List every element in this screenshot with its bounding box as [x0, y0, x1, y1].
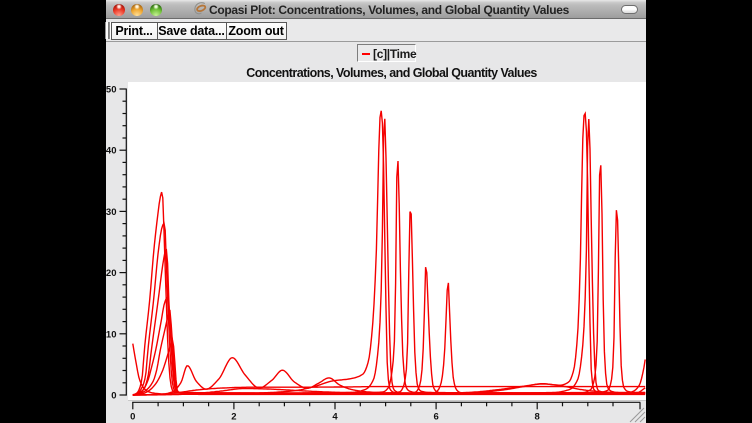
svg-text:4: 4 — [332, 412, 338, 423]
svg-text:2: 2 — [231, 412, 236, 423]
svg-text:50: 50 — [106, 85, 117, 96]
svg-text:0: 0 — [111, 391, 116, 402]
svg-text:6: 6 — [433, 412, 438, 423]
svg-text:30: 30 — [106, 207, 117, 218]
svg-text:40: 40 — [106, 146, 117, 157]
svg-text:20: 20 — [106, 268, 117, 279]
svg-text:8: 8 — [535, 412, 540, 423]
svg-text:10: 10 — [106, 329, 117, 340]
svg-text:0: 0 — [130, 412, 135, 423]
